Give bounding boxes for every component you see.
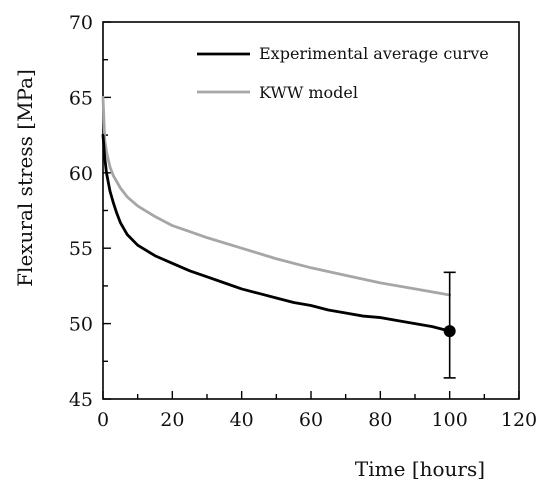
- legend-label-kww: KWW model: [259, 83, 358, 102]
- y-tick-labels: 45 50 55 60 65 70: [69, 12, 93, 411]
- legend-label-experimental: Experimental average curve: [259, 44, 489, 63]
- y-tick-label: 70: [69, 12, 93, 34]
- x-tick-label: 60: [299, 409, 323, 431]
- x-tick-label: 0: [97, 409, 109, 431]
- x-tick-label: 100: [432, 409, 468, 431]
- y-tick-label: 65: [69, 87, 93, 109]
- y-tick-label: 60: [69, 163, 93, 185]
- x-tick-label: 80: [368, 409, 392, 431]
- x-tick-label: 120: [501, 409, 537, 431]
- y-tick-label: 55: [69, 238, 93, 260]
- x-tick-labels: 0 20 40 60 80 100 120: [97, 409, 537, 431]
- series-layer: [101, 96, 452, 333]
- x-tick-label: 20: [160, 409, 184, 431]
- y-tick-label: 45: [69, 389, 93, 411]
- series-line-experimental: [101, 133, 452, 333]
- series-line-kww: [101, 96, 452, 297]
- y-tick-label: 50: [69, 314, 93, 336]
- end-point-layer: [443, 271, 456, 379]
- end-point-marker: [443, 325, 456, 338]
- x-tick-label: 40: [230, 409, 254, 431]
- y-axis-title: Flexural stress [MPa]: [13, 69, 37, 287]
- axis-ticks: [102, 21, 520, 400]
- x-axis-title: Time [hours]: [355, 457, 485, 481]
- legend: Experimental average curve KWW model: [197, 44, 489, 102]
- plot-frame: [102, 21, 520, 400]
